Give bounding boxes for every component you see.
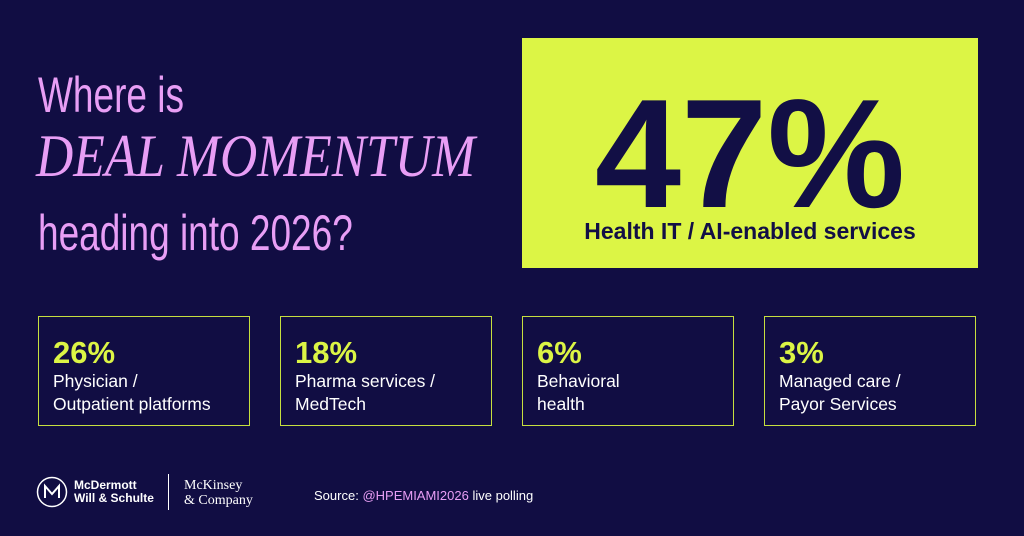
source-suffix: live polling — [472, 488, 534, 503]
source-handle: @HPEMIAMI2026 — [362, 488, 469, 503]
headline-line: Where is — [38, 67, 184, 123]
stat-label: health — [537, 394, 585, 414]
logo-2-line: & Company — [184, 493, 253, 508]
top-stat-value: 47% — [594, 67, 906, 240]
logo-1-line: Will & Schulte — [74, 491, 154, 505]
logo-1: McDermott Will & Schulte — [74, 479, 154, 505]
stat-label: Outpatient platforms — [53, 394, 211, 414]
logo-2-line: McKinsey — [184, 478, 243, 493]
stat-box: 18% Pharma services / MedTech — [280, 316, 492, 426]
logo-glyph — [44, 483, 60, 498]
top-stat-box: 47% Health IT / AI-enabled services — [522, 38, 978, 268]
headline-line: heading into 2026? — [38, 205, 353, 261]
stat-value: 26% — [53, 335, 116, 370]
stat-label: Physician / — [53, 371, 138, 391]
stat-label: Payor Services — [779, 394, 897, 414]
stat-value: 3% — [779, 335, 824, 370]
logo-mark — [36, 476, 68, 508]
top-stat-label: Health IT / AI-enabled services — [584, 218, 916, 244]
stat-label: Managed care / — [779, 371, 901, 391]
logo-circle — [36, 476, 68, 508]
logo-1-line: McDermott — [74, 478, 137, 492]
stat-label: Behavioral — [537, 371, 620, 391]
logo-2: McKinsey & Company — [184, 478, 253, 508]
stat-box: 3% Managed care / Payor Services — [764, 316, 976, 426]
source: Source: @HPEMIAMI2026 live polling — [314, 488, 533, 503]
stat-box: 6% Behavioral health — [522, 316, 734, 426]
stat-value: 6% — [537, 335, 582, 370]
headline-emphasis: DEAL MOMENTUM — [36, 123, 476, 189]
stat-label: Pharma services / — [295, 371, 436, 391]
stat-value: 18% — [295, 335, 358, 370]
stat-box: 26% Physician / Outpatient platforms — [38, 316, 250, 426]
stat-label: MedTech — [295, 394, 367, 414]
source-prefix: Source: — [314, 488, 359, 503]
divider — [168, 474, 169, 510]
